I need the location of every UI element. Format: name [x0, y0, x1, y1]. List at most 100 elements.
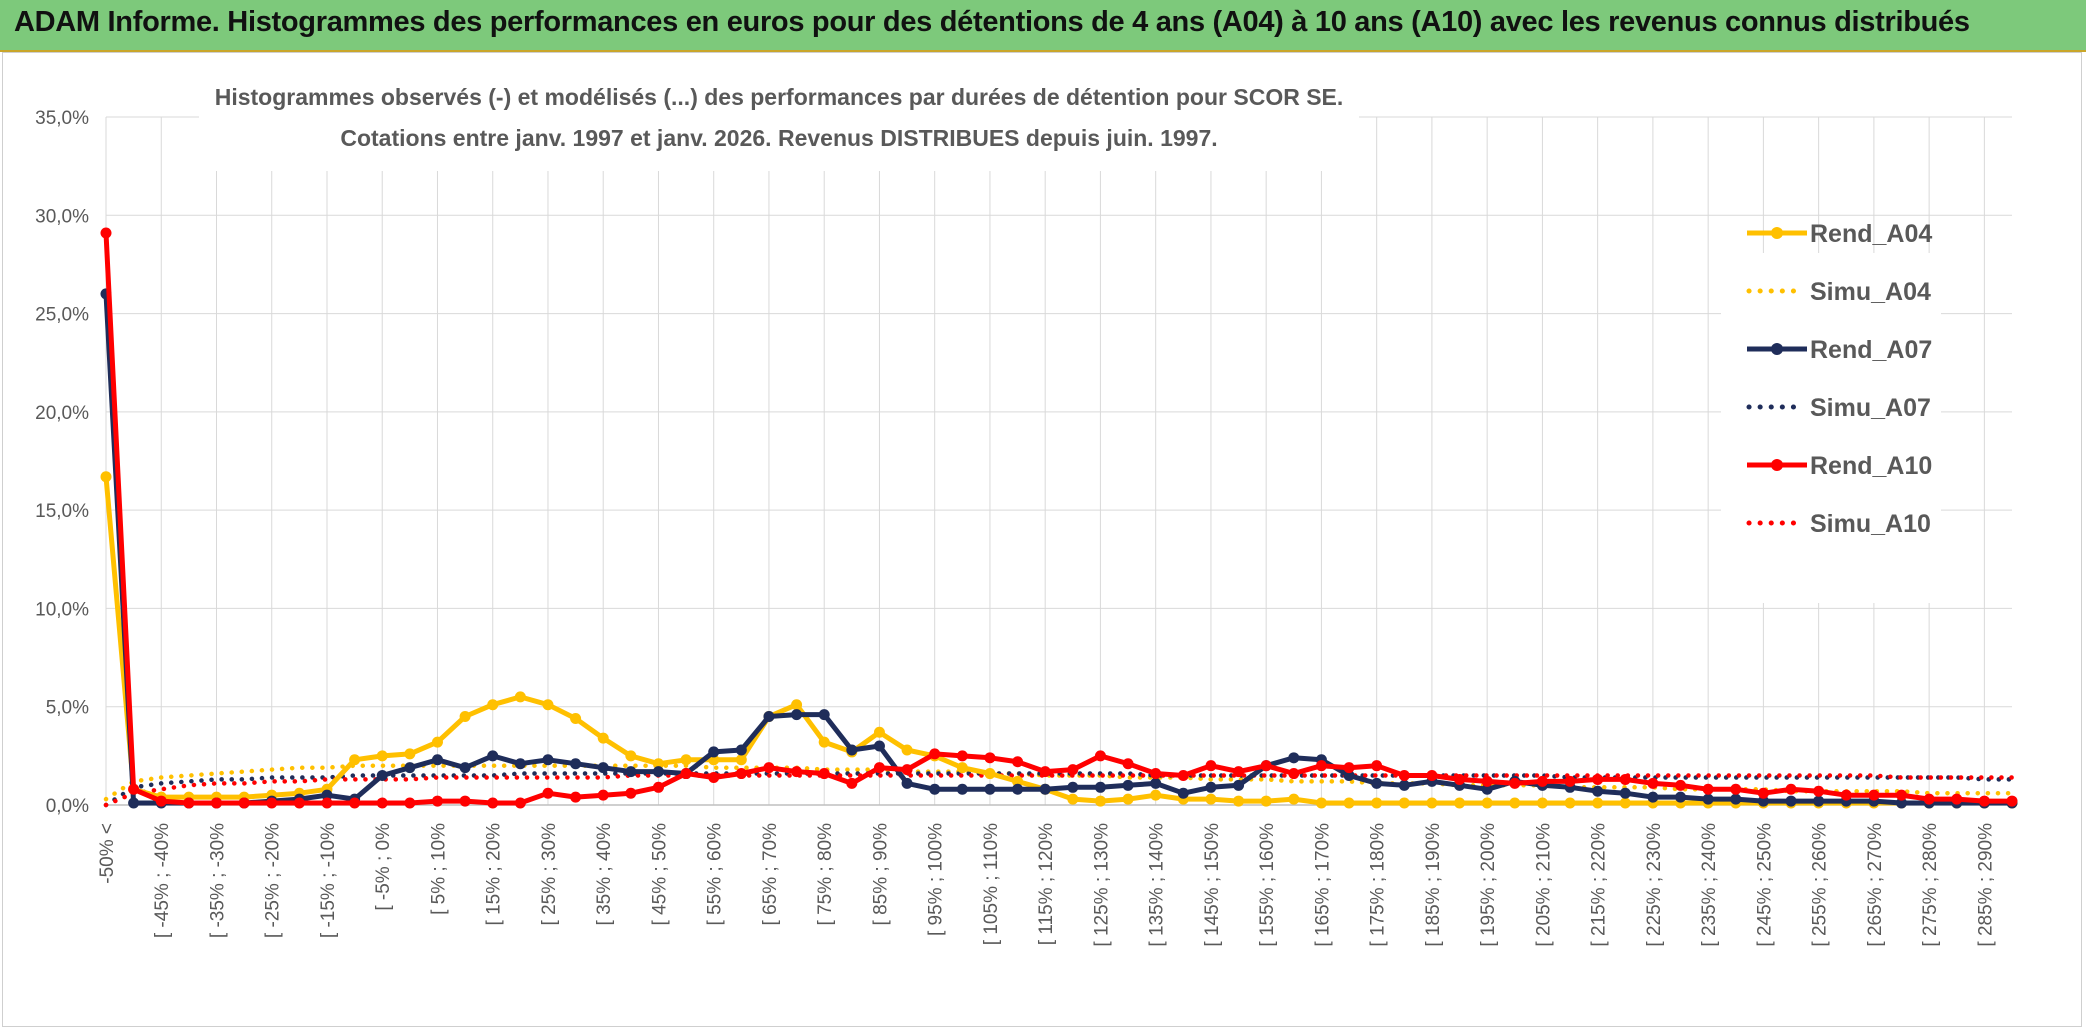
x-tick-label: [ 135% ; 140% — [1147, 823, 1168, 947]
legend-label-rend-a04: Rend_A04 — [1810, 220, 1932, 248]
data-point-rend-a10 — [1205, 760, 1217, 772]
x-tick-label: [ 215% ; 220% — [1589, 823, 1610, 947]
legend-label-rend-a07: Rend_A07 — [1810, 336, 1932, 364]
data-point-rend-a10 — [1481, 775, 1493, 787]
data-point-rend-a10 — [542, 787, 554, 799]
series-line-simu-a07 — [103, 771, 2015, 808]
data-point-rend-a07 — [1371, 777, 1383, 789]
x-tick-label: -50% < — [97, 823, 118, 884]
data-point-rend-a07 — [542, 754, 554, 766]
data-point-rend-a04 — [1233, 795, 1245, 807]
data-point-rend-a04 — [652, 758, 664, 770]
data-point-rend-a07 — [1150, 777, 1162, 789]
x-tick-label: [ -25% ; -20% — [263, 823, 284, 938]
data-point-rend-a10 — [1454, 773, 1466, 785]
data-point-rend-a04 — [1564, 797, 1576, 809]
data-point-rend-a10 — [1233, 766, 1245, 778]
data-point-rend-a07 — [1481, 783, 1493, 795]
data-point-rend-a10 — [238, 797, 250, 809]
data-point-rend-a04 — [1067, 793, 1079, 805]
data-point-rend-a04 — [1315, 797, 1327, 809]
data-point-rend-a10 — [818, 768, 830, 780]
data-point-rend-a04 — [1371, 797, 1383, 809]
data-point-rend-a10 — [1509, 777, 1521, 789]
data-point-rend-a10 — [376, 797, 388, 809]
series-line-rend-a07 — [103, 293, 2012, 806]
data-point-rend-a07 — [1592, 785, 1604, 797]
y-tick-label: 15,0% — [35, 501, 89, 522]
x-tick-label: [ 185% ; 190% — [1423, 823, 1444, 947]
data-point-rend-a10 — [459, 795, 471, 807]
legend-label-simu-a10: Simu_A10 — [1810, 510, 1931, 538]
data-point-rend-a07 — [929, 783, 941, 795]
data-point-rend-a04 — [1426, 797, 1438, 809]
data-point-rend-a10 — [1868, 789, 1880, 801]
data-point-rend-a10 — [873, 762, 885, 774]
x-tick-label: [ 5% ; 10% — [428, 823, 449, 915]
data-point-rend-a04 — [1012, 775, 1024, 787]
x-tick-label: [ 205% ; 210% — [1533, 823, 1554, 947]
data-point-rend-a07 — [625, 766, 637, 778]
data-point-rend-a10 — [570, 791, 582, 803]
data-point-rend-a04 — [1094, 795, 1106, 807]
report-title: ADAM Informe. Histogrammes des performan… — [14, 6, 1970, 38]
data-point-rend-a07 — [514, 758, 526, 770]
data-point-rend-a07 — [1067, 781, 1079, 793]
data-point-rend-a10 — [597, 789, 609, 801]
data-point-rend-a10 — [266, 797, 278, 809]
data-point-rend-a04 — [459, 711, 471, 723]
data-point-rend-a07 — [1675, 791, 1687, 803]
data-point-rend-a10 — [1288, 768, 1300, 780]
x-tick-label: [ 165% ; 170% — [1312, 823, 1333, 947]
legend-label-simu-a04: Simu_A04 — [1810, 278, 1931, 306]
data-point-rend-a10 — [210, 797, 222, 809]
data-point-rend-a07 — [1343, 770, 1355, 782]
x-tick-label: [ 235% ; 240% — [1699, 823, 1720, 947]
data-point-rend-a04 — [1536, 797, 1548, 809]
x-tick-label: [ 155% ; 160% — [1257, 823, 1278, 947]
data-point-rend-a04 — [1122, 793, 1134, 805]
data-point-rend-a07 — [818, 709, 830, 721]
series-line-rend-a10 — [103, 232, 2012, 806]
data-point-rend-a10 — [1150, 768, 1162, 780]
data-point-rend-a04 — [680, 754, 692, 766]
legend-background — [1721, 253, 1941, 603]
data-point-rend-a07 — [570, 758, 582, 770]
data-point-rend-a07 — [1177, 787, 1189, 799]
x-tick-label: [ 105% ; 110% — [981, 823, 1002, 945]
series-line-rend-a04 — [103, 476, 2012, 806]
chart-title: Histogrammes observés (-) et modélisés (… — [215, 84, 1344, 110]
data-point-rend-a10 — [128, 783, 140, 795]
data-point-rend-a07 — [1619, 787, 1631, 799]
data-point-rend-a10 — [929, 748, 941, 760]
x-tick-label: [ -15% ; -10% — [318, 823, 339, 938]
data-point-rend-a07 — [1785, 795, 1797, 807]
data-point-rend-a07 — [321, 789, 333, 801]
data-point-rend-a10 — [1039, 766, 1051, 778]
data-point-rend-a07 — [1288, 752, 1300, 764]
data-point-rend-a10 — [1978, 795, 1990, 807]
data-point-rend-a04 — [542, 699, 554, 711]
data-point-rend-a04 — [100, 471, 112, 483]
data-point-rend-a10 — [1012, 756, 1024, 768]
data-point-rend-a07 — [1702, 793, 1714, 805]
y-tick-label: 35,0% — [35, 108, 89, 129]
data-point-rend-a07 — [459, 762, 471, 774]
data-point-rend-a10 — [293, 797, 305, 809]
data-point-rend-a07 — [1094, 781, 1106, 793]
x-tick-label: [ 145% ; 150% — [1202, 823, 1223, 947]
data-point-rend-a10 — [155, 795, 167, 807]
data-point-rend-a07 — [1205, 781, 1217, 793]
chart-frame: 0,0% 5,0% 10,0% 15,0% 20,0% 25,0% 30,0% 35,0% Hi… — [2, 52, 2082, 1027]
data-point-rend-a10 — [100, 227, 112, 239]
data-point-rend-a04 — [818, 736, 830, 748]
data-point-rend-a07 — [1647, 791, 1659, 803]
x-tick-label: [ -35% ; -30% — [207, 823, 228, 938]
data-point-rend-a10 — [1730, 783, 1742, 795]
x-tick-label: [ 225% ; 230% — [1644, 823, 1665, 947]
x-tick-label: [ 125% ; 130% — [1091, 823, 1112, 947]
data-point-rend-a10 — [1536, 775, 1548, 787]
data-point-rend-a04 — [625, 750, 637, 762]
x-tick-label: [ 95% ; 100% — [926, 823, 947, 936]
data-point-rend-a07 — [404, 762, 416, 774]
